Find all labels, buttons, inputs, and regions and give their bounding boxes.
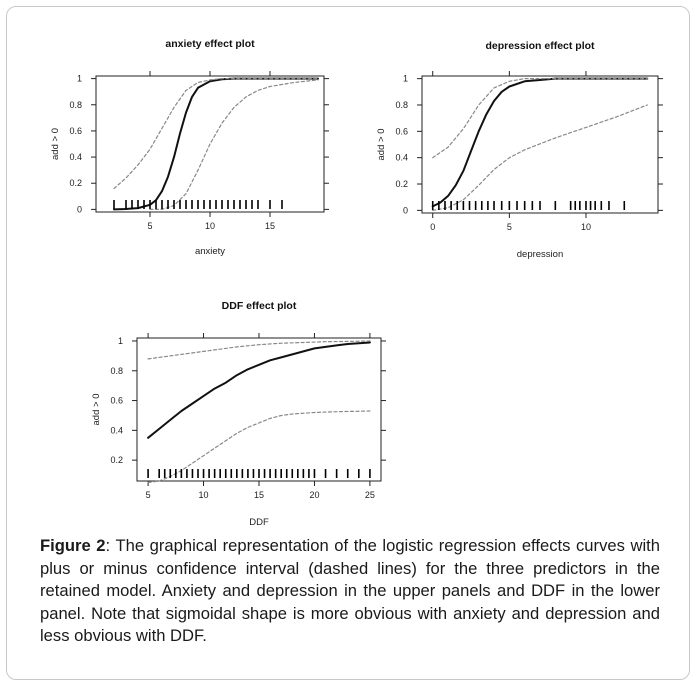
fitted-curve bbox=[113, 77, 319, 211]
x-tick-label: 5 bbox=[147, 221, 152, 231]
y-axis-label: add > 0 bbox=[91, 394, 102, 426]
plot-area-border bbox=[421, 75, 659, 214]
x-tick-label: 20 bbox=[309, 490, 319, 500]
caption-label: Figure 2 bbox=[40, 536, 106, 555]
x-tick-label: 5 bbox=[146, 490, 151, 500]
ci-lower-dashed bbox=[432, 104, 648, 211]
x-tick-label: 10 bbox=[199, 490, 209, 500]
y-tick-label: 0.8 bbox=[69, 100, 82, 110]
y-tick-label: 0.6 bbox=[395, 126, 408, 136]
y-tick-label: 0 bbox=[77, 204, 82, 214]
ci-lower-dashed bbox=[149, 79, 319, 210]
figure-caption: Figure 2: The graphical representation o… bbox=[40, 535, 660, 648]
fitted-curve bbox=[147, 341, 371, 439]
y-tick-label: 0.4 bbox=[395, 153, 408, 163]
x-tick-label: 15 bbox=[265, 221, 275, 231]
ci-upper-dashed bbox=[147, 340, 371, 360]
caption-text: : The graphical representation of the lo… bbox=[40, 536, 661, 645]
x-axis-label: depression bbox=[517, 249, 563, 260]
x-tick-label: 10 bbox=[205, 221, 215, 231]
ci-lower-dashed bbox=[147, 410, 371, 484]
chart-title: depression effect plot bbox=[485, 40, 595, 52]
x-tick-label: 5 bbox=[507, 222, 512, 232]
y-tick-label: 0.6 bbox=[110, 396, 123, 406]
y-tick-label: 0.8 bbox=[395, 100, 408, 110]
y-tick-label: 0.4 bbox=[110, 425, 123, 435]
effect-plot-panel: depression effect plot 0 5 10 0 0.2 0.4 0.6 0.8 1… bbox=[376, 40, 663, 260]
y-tick-label: 0 bbox=[403, 205, 408, 215]
y-tick-label: 0.6 bbox=[69, 126, 82, 136]
ci-upper-dashed bbox=[113, 78, 319, 190]
y-tick-label: 1 bbox=[77, 74, 82, 84]
effect-plot-panel: anxiety effect plot 5 10 15 0 0.2 0.4 0.6 0.8 1 an… bbox=[50, 38, 329, 257]
x-axis-label: DDF bbox=[249, 517, 269, 528]
y-tick-label: 0.2 bbox=[69, 178, 82, 188]
fitted-curve bbox=[431, 77, 649, 208]
y-axis-label: add > 0 bbox=[376, 129, 387, 161]
plot-area-border bbox=[136, 337, 382, 482]
x-tick-label: 0 bbox=[430, 222, 435, 232]
chart-title: DDF effect plot bbox=[222, 300, 297, 312]
y-tick-label: 1 bbox=[403, 74, 408, 84]
x-tick-label: 10 bbox=[581, 222, 591, 232]
y-tick-label: 0.2 bbox=[395, 179, 408, 189]
ci-upper-dashed bbox=[432, 78, 648, 159]
chart-title: anxiety effect plot bbox=[165, 38, 255, 50]
y-tick-label: 0.2 bbox=[110, 455, 123, 465]
x-axis-label: anxiety bbox=[195, 246, 225, 257]
x-tick-label: 15 bbox=[254, 490, 264, 500]
effect-plot-panel: DDF effect plot 5 10 15 20 25 0.2 0.4 0.6 0.8 1 DDF… bbox=[91, 300, 386, 528]
y-tick-label: 1 bbox=[118, 336, 123, 346]
y-axis-label: add > 0 bbox=[50, 128, 61, 160]
x-tick-label: 25 bbox=[365, 490, 375, 500]
y-tick-label: 0.8 bbox=[110, 366, 123, 376]
y-tick-label: 0.4 bbox=[69, 152, 82, 162]
